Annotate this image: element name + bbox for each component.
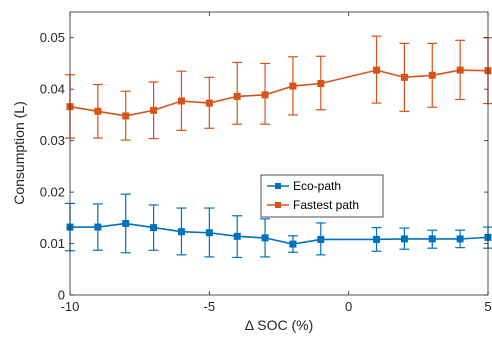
data-point-eco-path	[122, 219, 130, 227]
data-point-eco-path	[150, 224, 158, 232]
series-eco-path	[65, 193, 492, 259]
y-tick-label: 0.01	[40, 236, 65, 251]
data-point-eco-path	[94, 223, 102, 231]
data-point-fastest-path	[373, 66, 381, 74]
data-point-fastest-path	[289, 82, 297, 90]
data-point-fastest-path	[428, 71, 436, 79]
data-point-fastest-path	[400, 73, 408, 81]
data-point-eco-path	[317, 235, 325, 243]
data-point-fastest-path	[233, 92, 241, 100]
legend: Eco-path Fastest path	[260, 174, 384, 218]
y-tick-label: 0	[58, 288, 65, 303]
plot-area	[70, 12, 488, 295]
series-fastest-path	[65, 35, 492, 141]
data-point-fastest-path	[205, 99, 213, 107]
y-tick-label: 0.05	[40, 30, 65, 45]
axes-layer	[69, 11, 489, 296]
data-point-fastest-path	[94, 107, 102, 115]
ticks-layer: -10 -5 0 5 0 0.01 0.02 0.03 0.04 0.05	[40, 12, 492, 314]
data-point-fastest-path	[456, 66, 464, 74]
data-point-eco-path	[233, 232, 241, 240]
legend-label-fastest-path: Fastest path	[293, 198, 359, 212]
data-point-fastest-path	[150, 106, 158, 114]
legend-box	[260, 174, 384, 218]
data-point-fastest-path	[122, 112, 130, 120]
data-point-eco-path	[205, 229, 213, 237]
data-point-eco-path	[289, 240, 297, 248]
x-tick-label: 5	[484, 299, 491, 314]
legend-marker-fastest-path	[275, 202, 281, 208]
legend-marker-eco-path	[275, 183, 281, 189]
data-point-eco-path	[456, 235, 464, 243]
data-point-fastest-path	[261, 91, 269, 99]
x-tick-label: -10	[61, 299, 80, 314]
data-point-fastest-path	[177, 97, 185, 105]
x-tick-label: 0	[345, 299, 352, 314]
y-axis-title: Consumption (L)	[11, 101, 27, 205]
data-point-fastest-path	[317, 80, 325, 88]
y-tick-label: 0.03	[40, 133, 65, 148]
data-point-eco-path	[428, 235, 436, 243]
data-point-eco-path	[261, 234, 269, 242]
x-tick-label: -5	[204, 299, 216, 314]
series-layer	[65, 35, 492, 259]
y-tick-label: 0.02	[40, 185, 65, 200]
data-point-eco-path	[400, 235, 408, 243]
y-tick-label: 0.04	[40, 82, 65, 97]
data-point-eco-path	[177, 228, 185, 236]
data-point-eco-path	[373, 235, 381, 243]
legend-label-eco-path: Eco-path	[293, 179, 341, 193]
x-axis-title: Δ SOC (%)	[245, 317, 313, 333]
axes-box	[69, 11, 489, 296]
